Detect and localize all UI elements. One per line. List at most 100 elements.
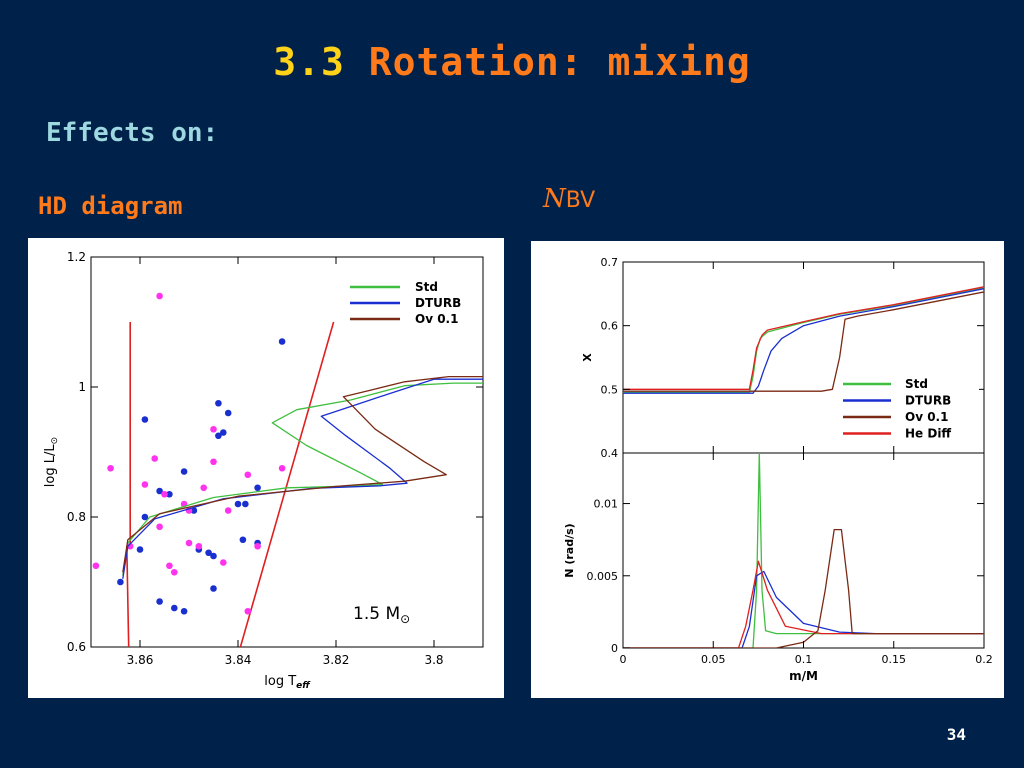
track-dturb <box>122 378 483 579</box>
n-series-std <box>623 453 984 648</box>
hr-x-tick-label: 3.8 <box>424 653 443 667</box>
hr-legend-label: Ov 0.1 <box>415 312 458 326</box>
x-series-dturb <box>623 288 984 394</box>
profile-legend-label: DTURB <box>905 394 951 408</box>
star-point-magenta <box>210 425 217 433</box>
profile-legend-label: He Diff <box>905 427 951 441</box>
star-point-blue <box>141 513 149 521</box>
star-point-blue <box>171 604 178 612</box>
n-plot-frame <box>622 452 985 649</box>
x-series-he-diff <box>623 286 984 390</box>
track-ov-0-1 <box>122 375 483 573</box>
star-point-blue <box>215 432 222 440</box>
profile-x-tick-label: 0.15 <box>882 653 907 666</box>
hr-plot-frame <box>90 256 484 648</box>
x-plot-area <box>623 286 984 394</box>
n-y-tick-label: 0.005 <box>587 570 619 583</box>
star-point-magenta <box>161 490 168 498</box>
label-hd-diagram: HD diagram <box>38 192 183 220</box>
star-point-blue <box>278 338 286 345</box>
hr-x-axis-label: log Teff <box>264 674 311 691</box>
hr-diagram-panel: 3.86 3.84 3.82 3.8 0.6 0.8 1 1.2 log Teff log L/L… <box>28 238 504 698</box>
hr-x-tick-label: 3.84 <box>225 653 252 667</box>
star-point-magenta <box>185 539 193 547</box>
title-number: 3.3 <box>273 40 345 84</box>
star-point-blue <box>136 546 144 553</box>
star-point-magenta <box>92 562 100 570</box>
star-point-blue <box>242 500 249 508</box>
star-point-magenta <box>210 458 217 466</box>
hr-mass-annotation-sub: ⊙ <box>400 612 410 626</box>
hr-x-tick-label: 3.86 <box>127 653 154 667</box>
star-point-magenta <box>200 484 207 492</box>
n-x-axis-label: m/M <box>789 669 818 683</box>
profile-panel: 0 0.05 0.1 0.15 0.2 0.4 0.5 0.6 0.7 0 0.005 0.01 X N … <box>531 241 1004 698</box>
star-point-blue <box>156 598 163 605</box>
instability-strip-edge-0 <box>126 322 131 647</box>
star-point-magenta <box>171 568 178 576</box>
instability-strip-edge-1 <box>239 321 335 647</box>
profile-x-tick-label: 0.1 <box>795 653 813 666</box>
n-y-tick-label: 0 <box>611 642 618 655</box>
n-plot-area <box>623 453 984 648</box>
hr-y-tick-label: 1 <box>78 380 86 394</box>
hr-x-tick-label: 3.82 <box>323 653 350 667</box>
star-point-blue <box>210 552 217 560</box>
star-point-blue <box>190 507 198 514</box>
n-series-he-diff <box>623 560 984 648</box>
star-point-magenta <box>156 292 163 300</box>
title-text: Rotation: mixing <box>368 40 751 84</box>
star-point-blue <box>210 585 217 592</box>
hr-y-axis-label-sub: ⊙ <box>50 437 60 445</box>
hr-x-axis-label-sub: eff <box>296 681 311 691</box>
profile-legend-label: Ov 0.1 <box>905 410 948 424</box>
profile-legend-label: Std <box>905 377 928 391</box>
x-y-tick-label: 0.4 <box>601 447 619 460</box>
profile-charts: 0 0.05 0.1 0.15 0.2 0.4 0.5 0.6 0.7 0 0.005 0.01 X N … <box>563 256 993 683</box>
hr-y-tick-label: 0.8 <box>67 510 86 524</box>
star-point-magenta <box>244 607 252 615</box>
star-point-magenta <box>151 455 158 462</box>
star-point-blue <box>180 607 188 615</box>
star-point-blue <box>239 536 247 544</box>
x-y-tick-label: 0.6 <box>601 320 619 333</box>
star-point-magenta <box>156 523 163 531</box>
hr-legend-label: DTURB <box>415 296 461 310</box>
star-point-blue <box>166 490 173 498</box>
star-point-blue <box>180 468 188 475</box>
star-point-blue <box>254 484 261 492</box>
star-point-magenta <box>220 559 227 566</box>
star-point-magenta <box>141 481 149 488</box>
hr-legend-label: Std <box>415 280 438 294</box>
star-point-blue <box>234 500 242 508</box>
x-y-tick-label: 0.5 <box>601 383 619 396</box>
star-point-magenta <box>166 562 173 570</box>
page-number: 34 <box>946 725 966 744</box>
n-series-dturb <box>623 570 984 648</box>
slide-title: 3.3 Rotation: mixing <box>0 40 1024 84</box>
x-y-tick-label: 0.7 <box>601 256 619 269</box>
track-std <box>122 382 483 576</box>
n-series-ov-0-1 <box>623 528 984 648</box>
star-point-magenta <box>254 542 261 550</box>
x-series-ov-0-1 <box>623 291 984 392</box>
label-nbv-sub: BV <box>565 188 596 213</box>
star-point-magenta <box>244 471 252 479</box>
star-point-blue <box>220 429 227 436</box>
star-point-blue <box>205 549 212 557</box>
label-nbv: NBV <box>543 184 595 214</box>
label-nbv-symbol: N <box>543 184 566 214</box>
star-point-magenta <box>195 542 203 550</box>
subtitle: Effects on: <box>46 118 219 148</box>
hr-diagram-chart: 3.86 3.84 3.82 3.8 0.6 0.8 1 1.2 log Teff log L/L… <box>43 250 484 691</box>
star-point-magenta <box>224 507 232 514</box>
profile-x-tick-label: 0 <box>620 653 627 666</box>
hr-plot-area <box>92 292 483 647</box>
hr-y-tick-label: 1.2 <box>67 250 86 264</box>
star-point-blue <box>117 578 124 586</box>
hr-y-axis-label: log L/L⊙ <box>43 437 60 487</box>
star-point-blue <box>224 409 232 417</box>
star-point-magenta <box>107 464 114 472</box>
hr-mass-annotation: 1.5 M⊙ <box>353 604 410 626</box>
star-point-blue <box>156 487 163 495</box>
